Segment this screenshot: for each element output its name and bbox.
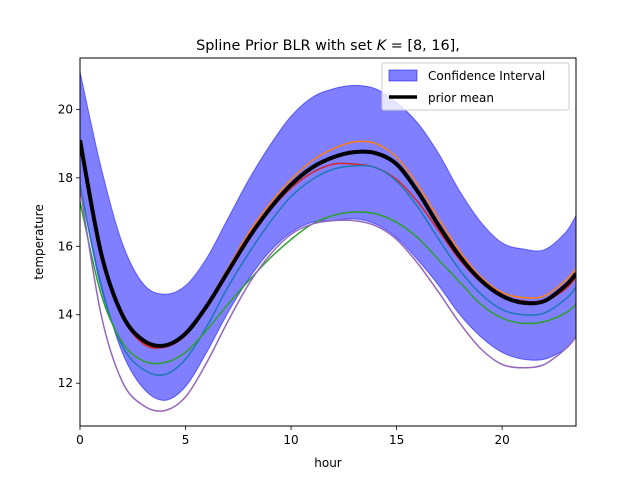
x-tick-label: 15 (389, 433, 404, 447)
prior-mean-line (80, 139, 576, 348)
x-tick-label: 20 (494, 433, 509, 447)
x-tick-label: 10 (283, 433, 298, 447)
y-tick-label: 18 (58, 171, 73, 185)
x-tick-label: 0 (76, 433, 84, 447)
axes-frame (79, 57, 577, 427)
sample-line-5 (80, 187, 576, 412)
x-axis-label: hour (314, 456, 342, 470)
plot-area (80, 71, 576, 412)
legend-label-confidence-interval: Confidence Interval (428, 69, 545, 83)
chart-title: Spline Prior BLR with set K = [8, 16], (196, 38, 460, 54)
y-tick-label: 12 (58, 376, 73, 390)
y-tick-label: 14 (58, 308, 73, 322)
x-axis: 0 5 10 15 20 (76, 426, 510, 447)
legend-swatch-confidence-interval (388, 69, 418, 82)
legend-frame (381, 62, 570, 111)
y-axis-label: temperature (32, 204, 46, 279)
x-tick-label: 5 (182, 433, 190, 447)
y-tick-label: 16 (58, 239, 73, 253)
sample-line-3 (80, 164, 576, 377)
legend-label-prior-mean: prior mean (428, 91, 494, 105)
y-axis: 12 14 16 18 20 (58, 102, 80, 390)
legend: Confidence Interval prior mean (381, 62, 570, 111)
sample-line-4 (80, 201, 576, 365)
y-tick-label: 20 (58, 102, 73, 116)
